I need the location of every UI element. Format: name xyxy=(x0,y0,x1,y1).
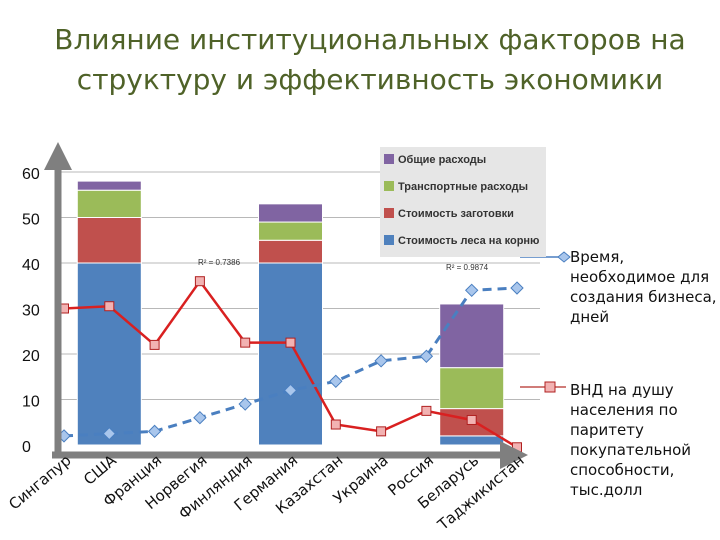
line-time-point xyxy=(149,339,160,350)
y-tick-label: 40 xyxy=(22,257,40,274)
bar-segment xyxy=(76,262,142,446)
y-tick-label: 20 xyxy=(22,348,40,365)
line-gni-point xyxy=(283,383,298,398)
x-axis-arrowhead xyxy=(500,441,528,469)
legend-box xyxy=(380,147,546,257)
y-tick-label: 10 xyxy=(22,394,40,411)
line-gni-point xyxy=(147,424,162,439)
line-gni-point xyxy=(329,374,343,389)
line-time-point xyxy=(421,405,432,416)
line-gni-point xyxy=(419,349,434,363)
r2-right-label: R² = 0.9874 xyxy=(446,263,489,272)
page-title: Влияние институциональных факторов на ст… xyxy=(40,20,700,100)
bar-segment xyxy=(258,239,323,264)
time-note-marker xyxy=(557,251,571,263)
legend-swatch xyxy=(384,154,394,164)
line-time-point xyxy=(194,276,205,287)
line-time-point xyxy=(285,337,296,348)
y-axis-arrowhead xyxy=(44,142,72,170)
line-gni-point xyxy=(193,410,207,425)
r2-left-label: R² = 0.7386 xyxy=(198,258,241,267)
y-tick-label: 60 xyxy=(22,166,40,183)
y-tick-label: 0 xyxy=(22,439,31,456)
time-series-label: Время, необходимое для создания бизнеса,… xyxy=(570,248,717,326)
gni-note-marker xyxy=(544,381,556,393)
line-time-point xyxy=(330,419,341,430)
line-time-point xyxy=(240,337,251,348)
title-line-2: структуру и эффективность экономики xyxy=(76,63,664,96)
line-gni-point xyxy=(464,283,479,298)
legend-swatch xyxy=(384,208,394,218)
bar-segment xyxy=(258,203,323,223)
line-gni-point xyxy=(510,281,524,295)
bar-segment xyxy=(439,435,505,446)
line-time-point xyxy=(466,414,477,425)
legend-label: Стоимость леса на корню xyxy=(398,235,539,247)
line-time-point xyxy=(376,426,387,437)
bar-segment xyxy=(76,189,142,218)
line-gni-point xyxy=(102,426,117,441)
legend-label: Транспортные расходы xyxy=(398,181,528,193)
line-gni-point xyxy=(238,397,252,411)
bar-segment xyxy=(76,180,142,191)
bar-segment xyxy=(439,303,505,369)
x-tick-label: Сингапур xyxy=(5,451,74,513)
bar-segment xyxy=(76,217,142,264)
y-tick-label: 30 xyxy=(22,303,40,320)
legend-swatch xyxy=(384,181,394,191)
legend-label: Общие расходы xyxy=(398,154,486,166)
line-time-point xyxy=(104,301,115,312)
title-line-1: Влияние институциональных факторов на xyxy=(54,23,686,56)
bar-segment xyxy=(258,221,323,241)
bar-segment xyxy=(439,367,505,410)
line-gni-point xyxy=(374,354,388,368)
legend-label: Стоимость заготовки xyxy=(398,208,514,220)
legend-swatch xyxy=(384,235,394,245)
gni-series-label: ВНД на душу населения по паритету покупа… xyxy=(570,381,692,499)
y-tick-label: 50 xyxy=(22,212,40,229)
bar-segment xyxy=(258,262,323,446)
